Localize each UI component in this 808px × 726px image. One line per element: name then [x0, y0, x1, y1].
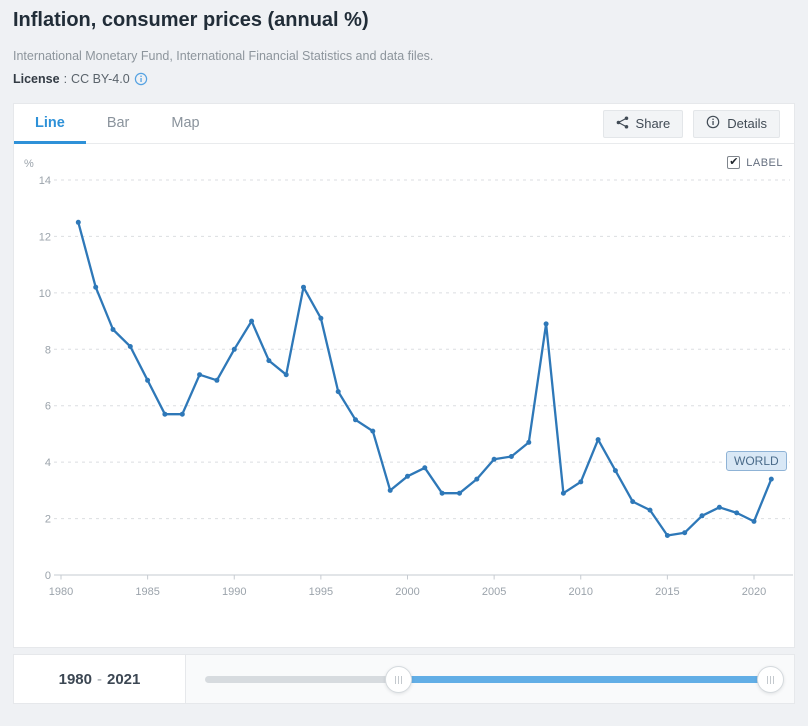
- y-tick-label: 8: [45, 344, 51, 356]
- data-point: [457, 490, 462, 496]
- data-point: [508, 454, 514, 459]
- data-point: [647, 507, 653, 513]
- x-tick-label: 1990: [222, 586, 246, 598]
- x-tick-label: 2015: [655, 586, 679, 598]
- label-checkbox-text: LABEL: [746, 156, 783, 169]
- data-point: [560, 490, 566, 496]
- license-info-icon[interactable]: [134, 72, 148, 86]
- share-button-label: Share: [635, 116, 671, 131]
- share-icon: [616, 115, 629, 132]
- details-info-icon: [706, 115, 720, 132]
- x-tick-label: 2020: [742, 586, 766, 598]
- y-axis-unit-label: %: [24, 158, 34, 170]
- data-point: [682, 530, 688, 536]
- line-chart-svg: 0 2 4 6 8 10 12 14% 1980 1985 1990 1995 2000 2005 2010…: [24, 158, 793, 598]
- data-point: [353, 417, 358, 423]
- data-point: [93, 284, 99, 290]
- data-point: [370, 428, 376, 434]
- data-point: [543, 321, 549, 327]
- label-toggle[interactable]: LABEL: [727, 155, 783, 169]
- tabbar-spacer: [221, 104, 603, 143]
- y-tick-label: 12: [39, 231, 51, 243]
- tab-line[interactable]: Line: [14, 104, 86, 144]
- tab-map[interactable]: Map: [171, 114, 200, 131]
- data-point: [526, 439, 532, 445]
- data-point: [664, 533, 670, 538]
- data-point: [301, 284, 306, 290]
- range-label: 1980 - 2021: [14, 655, 186, 703]
- y-tick-label: 0: [45, 570, 51, 582]
- y-tick-label: 6: [45, 401, 51, 413]
- chart-card: Line Bar Map Share: [13, 103, 795, 648]
- x-tick-label: 1980: [49, 586, 73, 598]
- data-point: [249, 318, 255, 324]
- page-title: Inflation, consumer prices (annual %): [13, 9, 369, 31]
- data-point: [768, 476, 774, 482]
- range-end-year: 2021: [107, 670, 141, 688]
- details-button[interactable]: Details: [693, 109, 780, 138]
- data-point: [75, 219, 81, 225]
- tab-bar-chart[interactable]: Bar: [106, 114, 130, 131]
- label-checkbox[interactable]: [727, 155, 741, 169]
- y-tick-label: 10: [39, 288, 51, 300]
- source-line: International Monetary Fund, Internation…: [13, 49, 434, 63]
- data-point: [630, 499, 636, 505]
- data-point: [162, 411, 168, 417]
- data-point: [145, 377, 151, 383]
- license-label: License: [13, 72, 60, 86]
- data-point: [751, 518, 757, 524]
- data-point: [699, 513, 705, 519]
- share-button[interactable]: Share: [602, 109, 684, 138]
- data-point: [612, 468, 618, 474]
- data-line: [77, 221, 773, 537]
- y-tick-label: 14: [39, 175, 51, 187]
- data-point: [318, 315, 324, 321]
- data-point: [439, 490, 445, 496]
- license-line: License : CC BY-4.0: [13, 72, 795, 86]
- range-bar: 1980 - 2021: [13, 654, 795, 704]
- data-point: [266, 358, 272, 364]
- data-point: [214, 377, 220, 383]
- license-separator: :: [63, 72, 68, 86]
- data-point: [422, 465, 428, 471]
- data-point: [491, 456, 497, 462]
- x-tick-label: 2005: [482, 586, 506, 598]
- data-point: [405, 473, 410, 479]
- range-start-year: 1980: [58, 670, 92, 688]
- data-point: [335, 389, 341, 395]
- data-point: [716, 504, 722, 510]
- header: Inflation, consumer prices (annual %) In…: [13, 0, 795, 86]
- data-point: [474, 476, 480, 482]
- series-badge-world[interactable]: WORLD: [726, 451, 787, 471]
- chart-area: 0 2 4 6 8 10 12 14% 1980 1985 1990 1995 2000 2005 2010…: [14, 144, 794, 647]
- tab-bar: Line Bar Map Share: [14, 104, 794, 144]
- data-point: [595, 437, 601, 443]
- data-point: [179, 411, 185, 417]
- data-point: [734, 510, 740, 516]
- data-point: [578, 479, 584, 485]
- slider-track-active[interactable]: [398, 676, 770, 683]
- y-tick-label: 2: [45, 514, 51, 526]
- license-value: CC BY-4.0: [71, 72, 130, 86]
- data-point: [283, 372, 289, 378]
- slider-handle-left[interactable]: [385, 666, 413, 693]
- data-point: [110, 327, 116, 332]
- x-tick-label: 2000: [395, 586, 419, 598]
- data-point: [127, 344, 133, 349]
- x-tick-label: 1995: [309, 586, 333, 598]
- year-range-slider[interactable]: [186, 655, 794, 703]
- data-point: [387, 487, 393, 493]
- slider-handle-right[interactable]: [756, 666, 784, 693]
- data-point: [231, 346, 237, 352]
- y-tick-label: 4: [45, 457, 51, 469]
- range-separator: -: [97, 670, 102, 688]
- data-point: [197, 372, 203, 378]
- x-tick-label: 2010: [569, 586, 593, 598]
- x-tick-label: 1985: [135, 586, 159, 598]
- details-button-label: Details: [727, 116, 767, 131]
